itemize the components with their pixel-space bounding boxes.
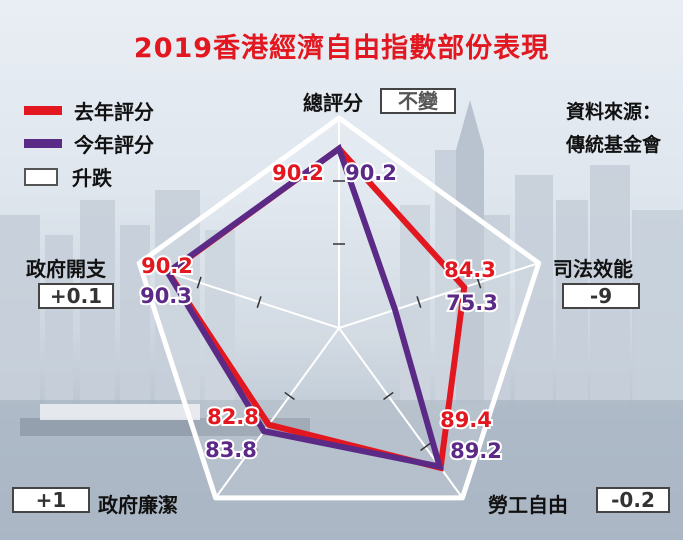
value-label-last-year: 90.2 <box>141 254 193 278</box>
value-label-last-year: 90.2 <box>272 161 324 185</box>
legend-item-last-year: 去年評分 <box>24 94 154 127</box>
change-box-spending: +0.1 <box>38 283 114 309</box>
radar-tick <box>476 276 482 289</box>
change-box-judicial: -9 <box>562 283 640 309</box>
radar-spoke <box>214 327 340 499</box>
category-label-overall: 總評分 <box>303 91 363 115</box>
value-label-this-year: 90.2 <box>345 161 397 185</box>
category-label-judicial: 司法效能 <box>553 257 633 281</box>
value-label-this-year: 75.3 <box>446 291 498 315</box>
source-note: 資料來源： 傳統基金會 <box>566 96 661 162</box>
value-label-this-year: 89.2 <box>450 439 502 463</box>
radar-tick <box>256 296 262 308</box>
legend-swatch-change <box>24 167 58 186</box>
value-label-last-year: 89.4 <box>440 408 492 432</box>
value-label-last-year: 84.3 <box>444 258 496 282</box>
legend-label-this-year: 今年評分 <box>74 133 154 157</box>
chart-title: 2019香港經濟自由指數部份表現 <box>133 33 550 64</box>
radar-tick <box>420 442 431 452</box>
radar-spoke <box>338 262 540 329</box>
legend-label-last-year: 去年評分 <box>74 100 154 124</box>
source-line-1: 資料來源： <box>565 101 661 123</box>
value-label-this-year: 90.3 <box>140 284 192 308</box>
change-box-integrity: +1 <box>12 487 90 513</box>
category-label-integrity: 政府廉潔 <box>98 493 178 517</box>
source-line-2: 傳統基金會 <box>565 134 661 156</box>
legend-item-this-year: 今年評分 <box>24 127 154 160</box>
change-box-overall: 不變 <box>380 88 456 114</box>
series-line-this-year <box>163 143 444 471</box>
legend-swatch-last-year <box>24 106 62 115</box>
radar-tick <box>383 391 394 401</box>
change-box-labor: -0.2 <box>596 487 670 513</box>
category-label-labor: 勞工自由 <box>488 493 568 517</box>
legend: 去年評分 今年評分 升跌 <box>24 94 154 193</box>
radar-tick <box>416 296 422 308</box>
legend-item-change: 升跌 <box>24 160 154 193</box>
value-label-last-year: 82.8 <box>207 405 259 429</box>
legend-label-change: 升跌 <box>72 166 112 190</box>
radar-tick <box>284 391 295 401</box>
value-label-this-year: 83.8 <box>205 438 257 462</box>
radar-tick <box>196 276 202 289</box>
radar-tick <box>247 442 258 452</box>
legend-swatch-this-year <box>24 139 62 148</box>
category-label-spending: 政府開支 <box>26 257 106 281</box>
